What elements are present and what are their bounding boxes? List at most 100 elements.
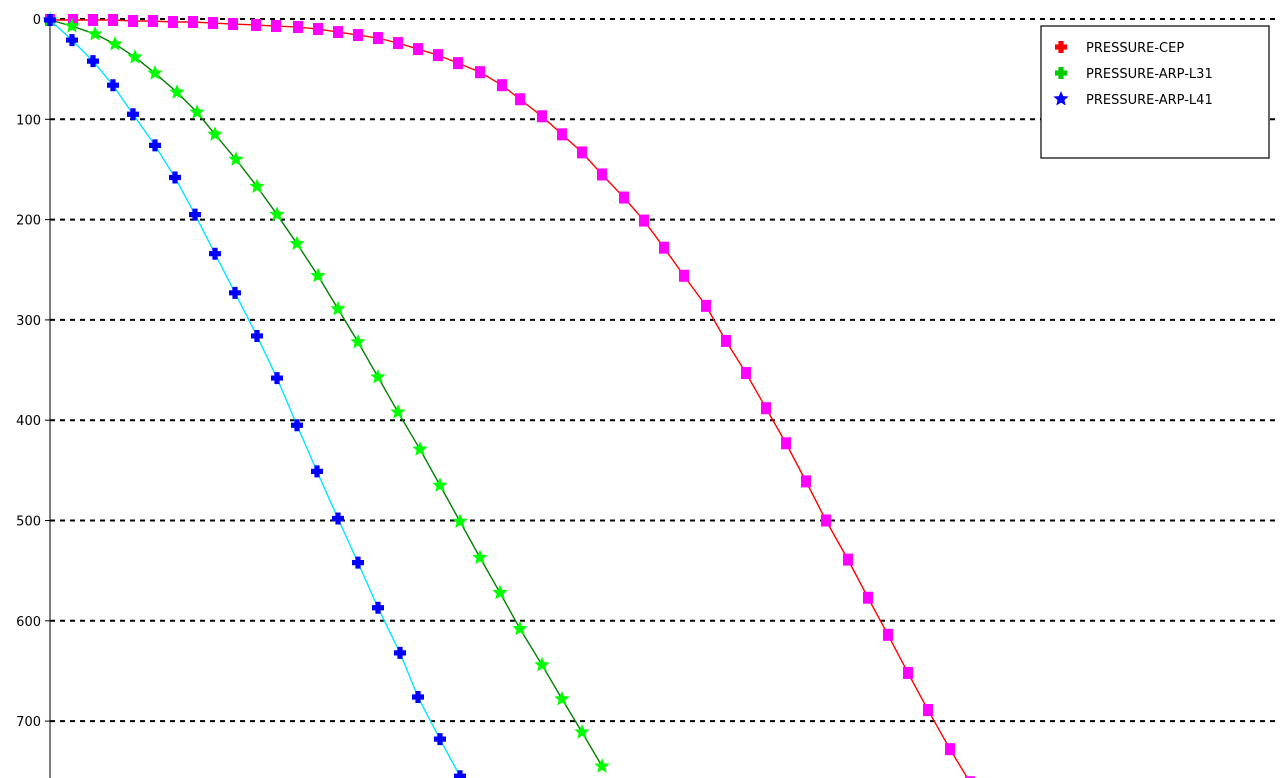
data-point-2-13 [311, 465, 323, 478]
data-point-1-24 [534, 656, 550, 672]
series-0 [45, 14, 975, 778]
data-point-0-37 [801, 475, 811, 488]
data-point-0-30 [659, 241, 669, 254]
data-point-2-19 [434, 733, 446, 746]
data-point-1-26 [574, 724, 590, 739]
grid-layer [50, 18, 1275, 723]
data-point-0-33 [721, 334, 731, 347]
data-point-1-25 [554, 691, 570, 706]
data-point-1-9 [228, 151, 244, 166]
data-point-1-13 [310, 267, 326, 283]
legend-label-1: PRESSURE-ARP-L31 [1086, 67, 1213, 82]
data-point-2-17 [394, 646, 406, 659]
data-point-0-40 [863, 591, 873, 604]
legend-marker-0 [1055, 41, 1067, 53]
y-tick-label-6: 600 [16, 615, 41, 630]
data-point-1-14 [330, 300, 346, 316]
data-point-0-18 [413, 43, 423, 56]
data-point-0-14 [333, 26, 343, 39]
data-point-0-28 [619, 191, 629, 204]
legend-marker-2 [1053, 91, 1069, 106]
data-point-2-10 [251, 329, 263, 342]
data-point-0-38 [821, 514, 831, 527]
legend-label-0: PRESSURE-CEP [1086, 41, 1184, 56]
data-point-2-1 [66, 34, 78, 47]
data-point-0-24 [537, 110, 547, 123]
series-line-1 [49, 19, 603, 767]
data-point-0-6 [168, 16, 178, 29]
data-point-0-1 [68, 14, 78, 27]
data-point-0-7 [188, 16, 198, 29]
data-point-0-3 [108, 14, 118, 27]
data-point-0-11 [271, 20, 281, 33]
data-point-2-15 [352, 556, 364, 569]
data-point-1-16 [370, 369, 386, 384]
data-point-0-17 [393, 37, 403, 50]
data-point-1-17 [390, 404, 406, 419]
data-point-2-12 [291, 419, 303, 432]
series-line-0 [50, 19, 969, 778]
data-point-1-10 [249, 178, 265, 193]
data-point-1-6 [169, 84, 185, 99]
series-layer [42, 12, 975, 778]
data-point-2-16 [372, 601, 384, 614]
legend-box [1040, 25, 1270, 159]
data-point-0-36 [781, 437, 791, 450]
data-point-1-5 [147, 65, 163, 80]
y-tick-label-7: 700 [16, 715, 41, 730]
data-point-1-11 [269, 206, 285, 222]
data-point-0-5 [148, 15, 158, 28]
data-point-1-27 [594, 758, 610, 773]
data-point-0-42 [903, 666, 913, 679]
legend: PRESSURE-CEP PRESSURE-ARP-L31 PRESSURE-ARP… [1040, 25, 1270, 159]
data-point-1-21 [472, 549, 488, 565]
data-point-0-2 [88, 14, 98, 27]
data-point-0-23 [515, 93, 525, 106]
y-tick-label-5: 500 [16, 515, 41, 530]
y-tick-label-4: 400 [16, 414, 41, 429]
data-point-0-9 [228, 18, 238, 31]
data-point-1-20 [452, 513, 468, 528]
series-1 [42, 12, 610, 773]
data-point-0-35 [761, 402, 771, 415]
data-point-0-8 [208, 17, 218, 30]
legend-label-2: PRESSURE-ARP-L41 [1086, 93, 1213, 108]
data-point-0-44 [945, 743, 955, 756]
data-point-2-4 [127, 108, 139, 121]
data-point-0-10 [251, 19, 261, 32]
data-point-0-27 [597, 168, 607, 181]
data-point-1-3 [107, 36, 123, 51]
data-point-0-12 [293, 21, 303, 34]
data-point-1-12 [289, 235, 305, 251]
data-point-2-5 [149, 139, 161, 152]
data-point-0-41 [883, 628, 893, 641]
legend-marker-1 [1055, 67, 1067, 79]
data-point-0-31 [679, 269, 689, 282]
data-point-2-6 [169, 171, 181, 184]
data-point-2-14 [332, 512, 344, 525]
data-point-1-19 [432, 477, 448, 492]
data-point-1-7 [189, 104, 205, 119]
data-point-0-16 [373, 32, 383, 45]
data-point-2-0 [44, 14, 56, 27]
data-point-0-13 [313, 23, 323, 36]
data-point-1-18 [412, 441, 428, 456]
data-point-0-15 [353, 29, 363, 42]
data-point-2-20 [454, 770, 466, 778]
y-tick-label-0: 0 [33, 13, 41, 28]
data-point-0-19 [433, 49, 443, 62]
data-point-2-9 [229, 286, 241, 299]
data-point-2-11 [271, 372, 283, 385]
data-point-1-2 [87, 26, 103, 41]
y-tick-label-2: 200 [16, 214, 41, 229]
data-point-0-22 [497, 79, 507, 92]
y-tick-label-3: 300 [16, 314, 41, 329]
data-point-0-34 [741, 367, 751, 380]
data-point-0-39 [843, 553, 853, 566]
data-point-1-15 [350, 333, 366, 349]
y-tick-label-1: 100 [16, 113, 41, 128]
data-point-1-1 [64, 18, 80, 33]
data-point-0-45 [965, 776, 975, 778]
